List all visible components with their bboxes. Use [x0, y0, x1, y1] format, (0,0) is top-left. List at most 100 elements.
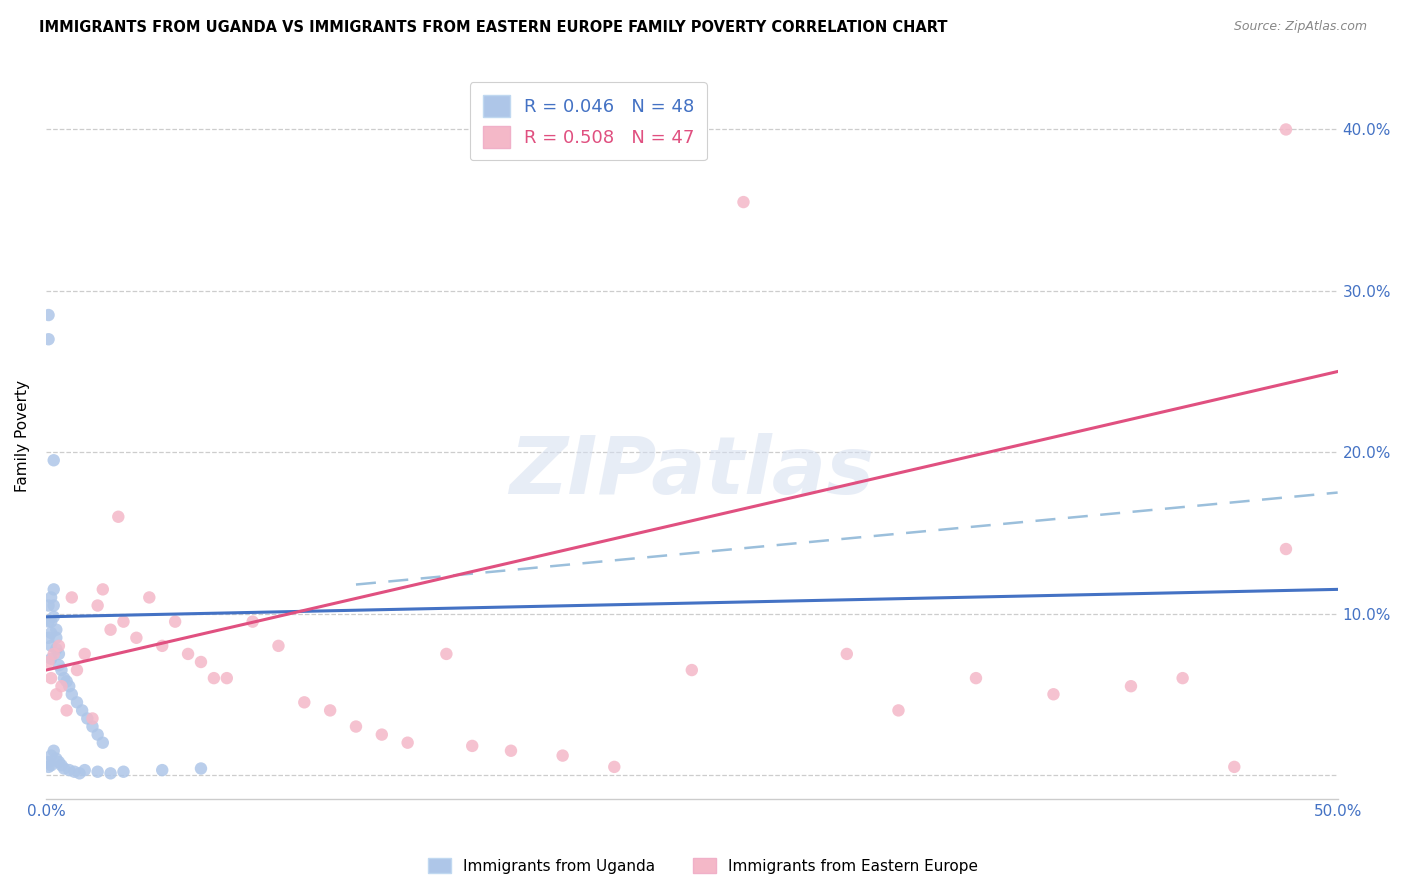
Point [434, 647, 457, 661]
Point [190, 762, 212, 776]
Point [91, 582, 114, 597]
Point [45, 752, 67, 766]
Point [344, 720, 367, 734]
Point [48, 658, 70, 673]
Point [39, 626, 62, 640]
Point [63, 764, 86, 779]
Point [38, 631, 60, 645]
Point [55, 703, 77, 717]
Point [38, 332, 60, 346]
Point [58, 763, 80, 777]
Point [53, 671, 76, 685]
Text: IMMIGRANTS FROM UGANDA VS IMMIGRANTS FROM EASTERN EUROPE FAMILY POVERTY CORRELAT: IMMIGRANTS FROM UGANDA VS IMMIGRANTS FRO… [39, 20, 948, 35]
Point [38, 599, 60, 613]
Point [39, 652, 62, 666]
Point [190, 655, 212, 669]
Point [38, 755, 60, 769]
Point [82, 711, 104, 725]
Point [371, 728, 394, 742]
Point [177, 647, 200, 661]
Point [39, 615, 62, 629]
Point [51, 758, 73, 772]
Point [1275, 122, 1298, 136]
Point [125, 631, 148, 645]
Point [100, 766, 122, 780]
Point [461, 739, 484, 753]
Point [835, 647, 858, 661]
Point [603, 760, 626, 774]
Point [112, 764, 135, 779]
Point [1119, 679, 1142, 693]
Point [319, 703, 342, 717]
Point [39, 758, 62, 772]
Point [1275, 542, 1298, 557]
Point [45, 623, 67, 637]
Point [38, 655, 60, 669]
Point [39, 748, 62, 763]
Point [76, 711, 98, 725]
Point [107, 509, 129, 524]
Point [165, 615, 187, 629]
Point [267, 639, 290, 653]
Point [1171, 671, 1194, 685]
Point [112, 615, 135, 629]
Point [1042, 687, 1064, 701]
Point [42, 744, 65, 758]
Point [45, 631, 67, 645]
Point [48, 647, 70, 661]
Point [73, 763, 96, 777]
Point [38, 308, 60, 322]
Point [66, 695, 89, 709]
Point [53, 762, 76, 776]
Point [60, 687, 83, 701]
Point [202, 671, 225, 685]
Point [38, 615, 60, 629]
Point [48, 639, 70, 653]
Point [86, 764, 108, 779]
Text: Source: ZipAtlas.com: Source: ZipAtlas.com [1233, 20, 1367, 33]
Point [66, 663, 89, 677]
Point [499, 744, 522, 758]
Point [42, 609, 65, 624]
Y-axis label: Family Poverty: Family Poverty [15, 380, 30, 492]
Point [39, 671, 62, 685]
Point [100, 623, 122, 637]
Text: ZIPatlas: ZIPatlas [509, 434, 875, 511]
Point [150, 763, 173, 777]
Point [887, 703, 910, 717]
Legend: R = 0.046   N = 48, R = 0.508   N = 47: R = 0.046 N = 48, R = 0.508 N = 47 [470, 82, 707, 161]
Point [86, 728, 108, 742]
Point [48, 755, 70, 769]
Point [396, 736, 419, 750]
Point [91, 736, 114, 750]
Point [39, 591, 62, 605]
Point [86, 599, 108, 613]
Point [38, 760, 60, 774]
Point [42, 647, 65, 661]
Point [150, 639, 173, 653]
Point [42, 453, 65, 467]
Point [45, 642, 67, 657]
Point [42, 599, 65, 613]
Point [82, 720, 104, 734]
Point [292, 695, 315, 709]
Point [965, 671, 987, 685]
Point [551, 748, 574, 763]
Point [681, 663, 703, 677]
Point [733, 195, 755, 210]
Point [73, 647, 96, 661]
Legend: Immigrants from Uganda, Immigrants from Eastern Europe: Immigrants from Uganda, Immigrants from … [422, 852, 984, 880]
Point [242, 615, 264, 629]
Point [60, 591, 83, 605]
Point [138, 591, 160, 605]
Point [58, 679, 80, 693]
Point [70, 703, 93, 717]
Point [215, 671, 238, 685]
Point [42, 582, 65, 597]
Point [51, 663, 73, 677]
Point [69, 766, 91, 780]
Point [39, 639, 62, 653]
Point [1223, 760, 1246, 774]
Point [55, 674, 77, 689]
Point [51, 679, 73, 693]
